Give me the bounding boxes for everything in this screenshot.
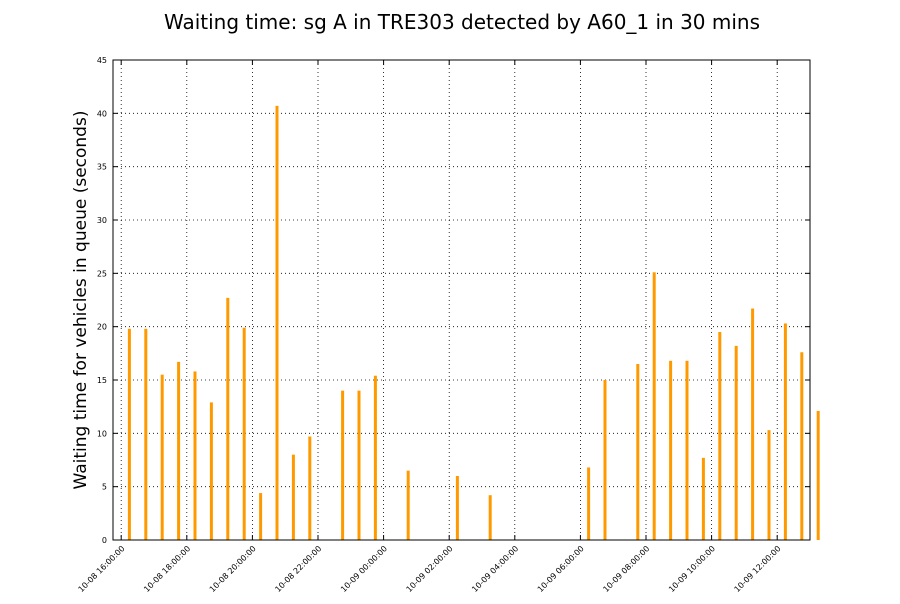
bar [144,328,148,540]
bar [636,364,640,540]
y-tick-label: 35 [97,163,107,172]
y-tick-label: 0 [102,536,107,545]
bar [734,345,738,540]
bar [308,436,312,540]
y-axis-label: Waiting time for vehicles in queue (seco… [71,111,91,490]
bar [341,390,345,540]
bar [160,374,164,540]
bar [455,476,459,540]
bar [718,332,722,540]
grid-lines [113,59,810,541]
bars [127,105,820,540]
y-tick-label: 5 [102,483,107,492]
x-tick-label: 10-09 04:00:00 [470,544,520,594]
x-tick-label: 10-09 00:00:00 [339,544,389,594]
x-tick-label: 10-08 18:00:00 [142,544,192,594]
bar [242,327,246,540]
bar [603,380,607,540]
bar [209,402,213,540]
bar [357,390,361,540]
bar [816,410,820,540]
bar [767,430,771,540]
bar [652,272,656,540]
bar [291,454,295,540]
bar [783,323,787,540]
y-tick-label: 40 [97,109,107,118]
bar [226,297,230,540]
y-tick-label: 45 [97,56,107,65]
x-tick-label: 10-09 08:00:00 [601,544,651,594]
x-tick-label: 10-09 02:00:00 [405,544,455,594]
bar [488,495,492,540]
bar [127,328,131,540]
chart-title: Waiting time: sg A in TRE303 detected by… [164,10,760,34]
bar [406,470,410,540]
bar [587,467,591,540]
bar [751,308,755,540]
bar [685,360,689,540]
x-tick-label: 10-09 06:00:00 [536,544,586,594]
bar [669,360,673,540]
bar [800,352,804,540]
plot-frame [112,59,811,541]
bar [275,105,279,540]
x-tick-label: 10-08 22:00:00 [273,544,323,594]
bar [177,361,181,540]
y-tick-label: 20 [97,323,107,332]
x-tick-label: 10-09 12:00:00 [733,544,783,594]
bar [193,371,197,540]
x-tick-label: 10-09 10:00:00 [667,544,717,594]
bar [701,457,705,540]
bar [259,493,263,540]
x-tick-label: 10-08 20:00:00 [208,544,258,594]
y-tick-label: 15 [97,376,107,385]
bar [373,375,377,540]
x-tick-label: 10-08 16:00:00 [77,544,127,594]
y-tick-label: 30 [97,216,107,225]
y-tick-label: 10 [97,429,107,438]
y-tick-label: 25 [97,269,107,278]
